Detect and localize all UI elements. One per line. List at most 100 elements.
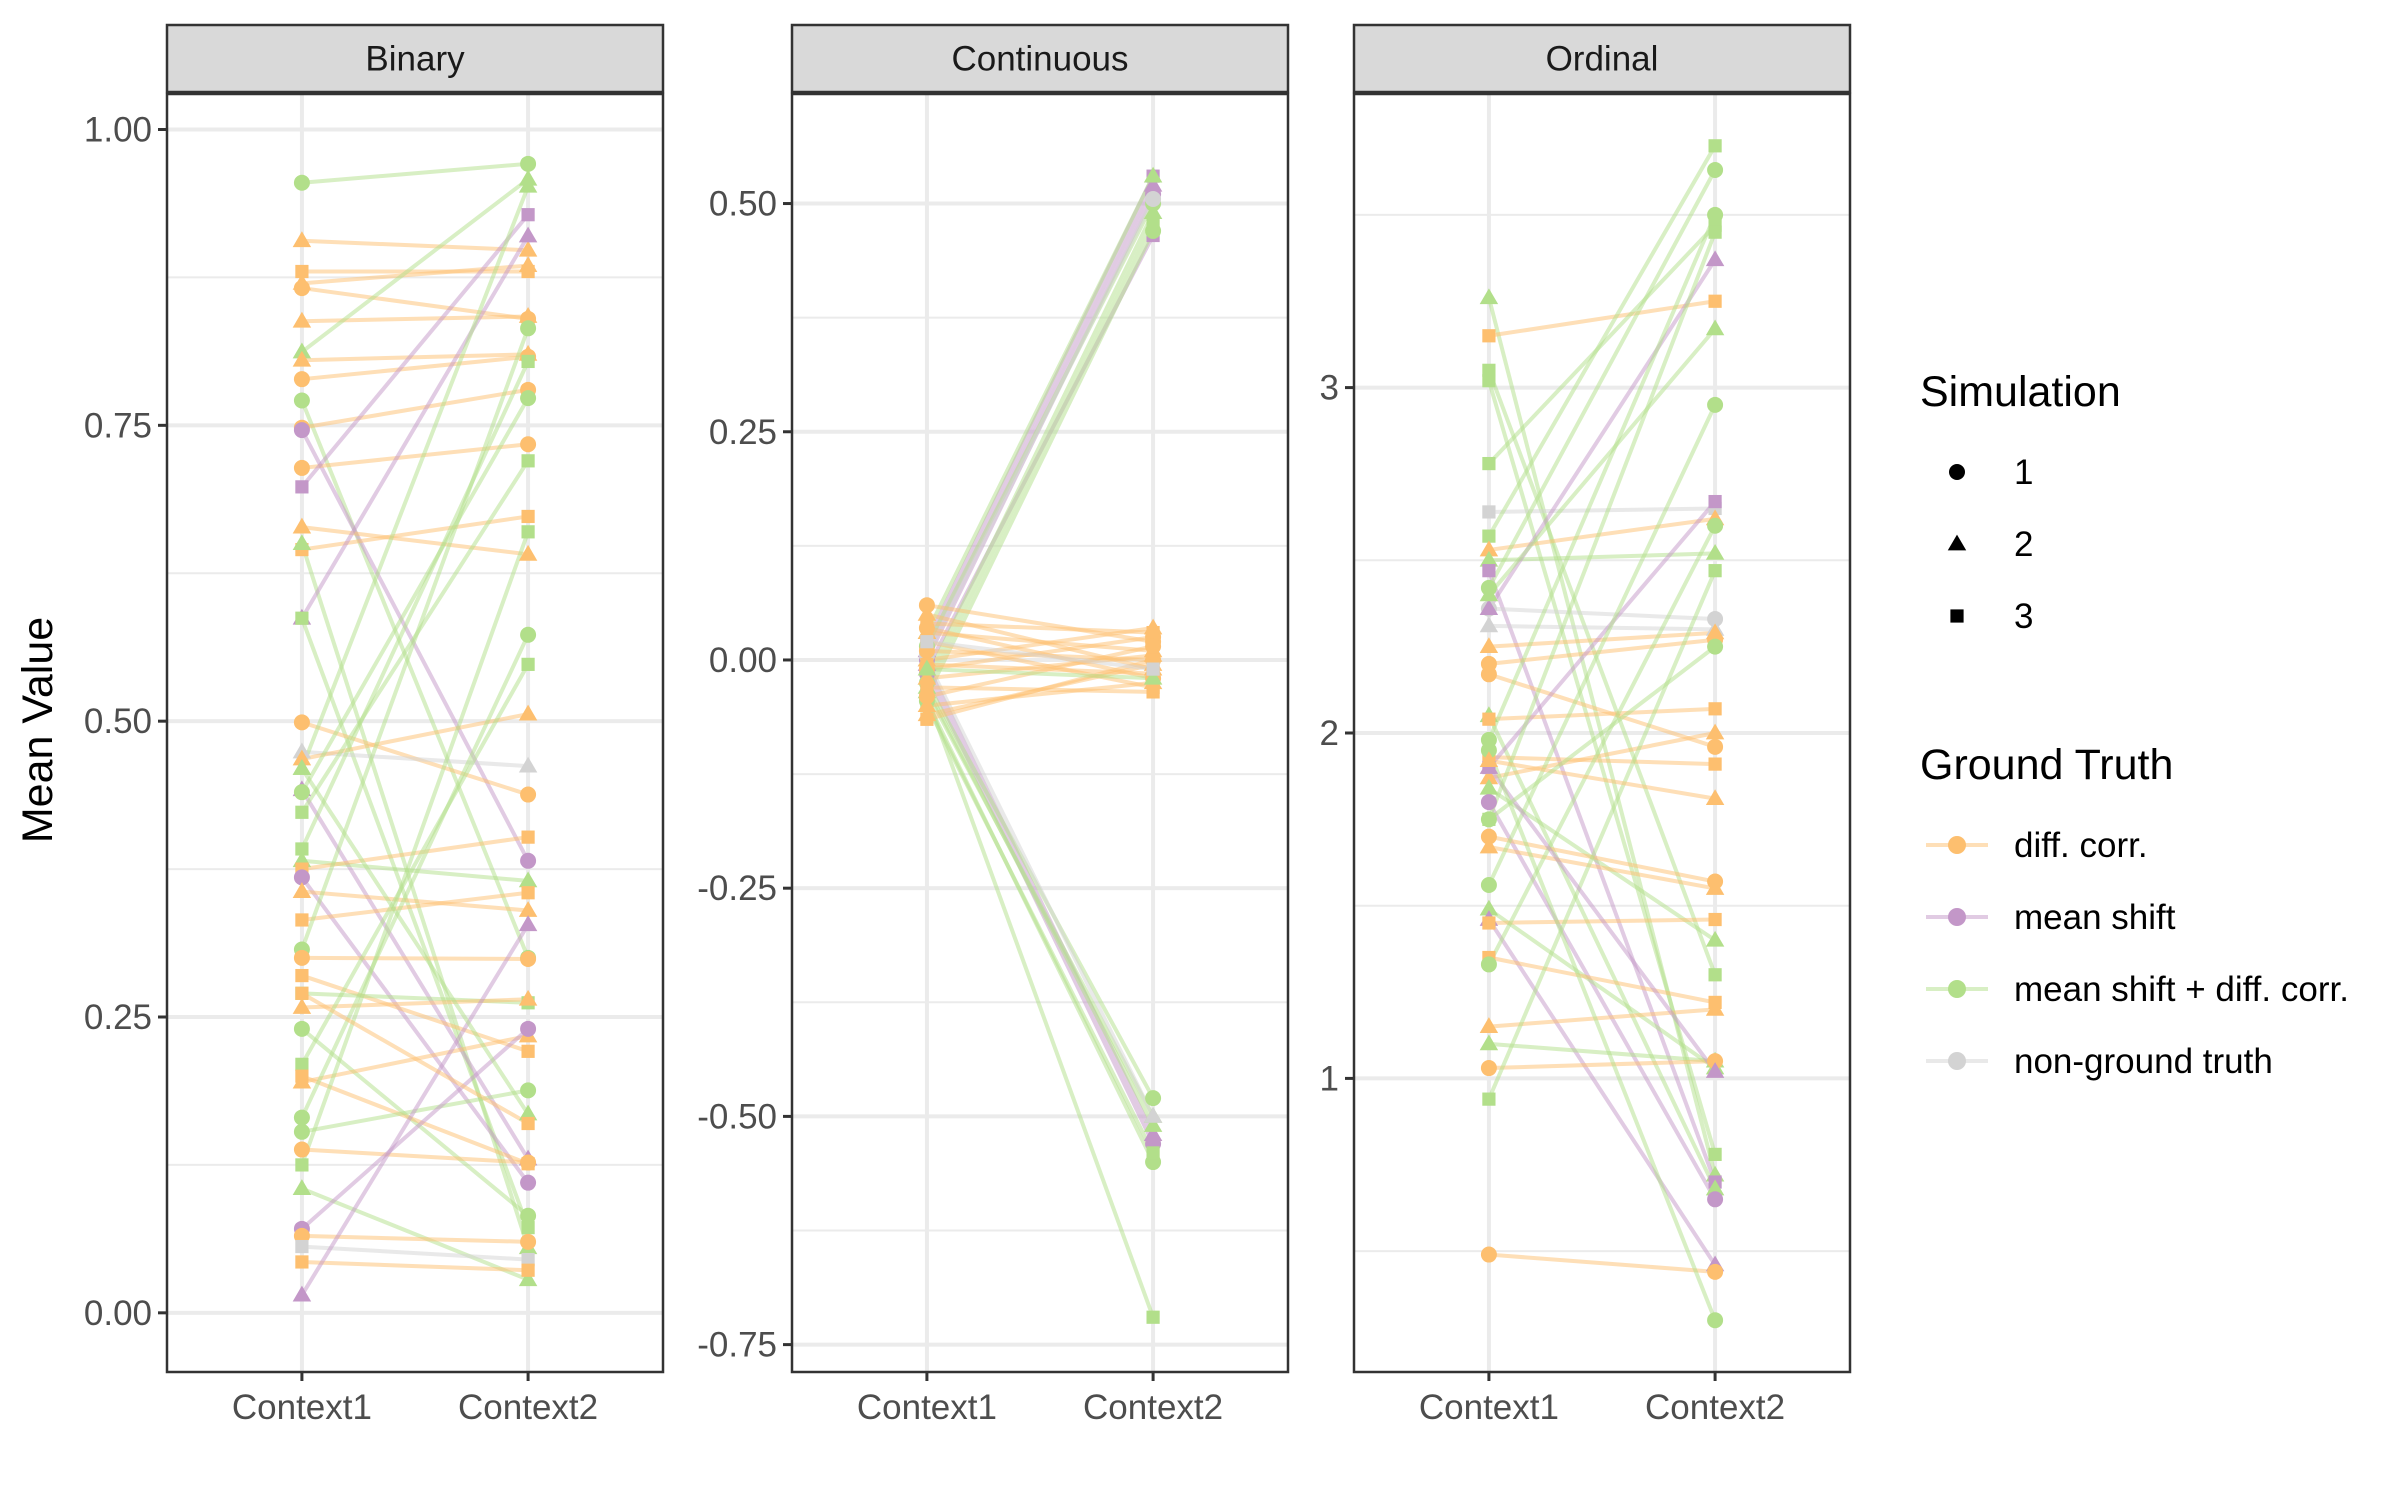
data-point [295,1158,309,1172]
data-point [1479,837,1499,854]
data-point [1708,702,1722,716]
data-point [1480,828,1497,845]
y-tick-label: 0.00 [709,641,777,680]
panel-ordinal: Ordinal 1 2 3 Context1 Context2 [1320,23,1852,1427]
data-point [518,1104,538,1121]
data-point [520,1233,537,1250]
series-line [1487,714,1717,1190]
legend-item-dc: diff. corr. [1926,826,2148,865]
data-point [917,604,937,621]
circle-icon [1948,980,1966,998]
data-point [520,1174,537,1191]
series-line [1488,845,1716,891]
series-line [301,352,529,363]
data-point [1705,543,1725,560]
data-point [520,436,537,453]
data-point [1145,1090,1162,1107]
series-line [300,663,530,1066]
data-point [518,704,538,721]
data-point [1707,1191,1724,1208]
data-point [1480,794,1497,811]
series-line [1487,569,1717,1183]
series-line [300,185,530,770]
circle-icon [1948,836,1966,854]
series-line [301,161,529,185]
series-line [300,429,530,862]
data-point [292,998,312,1014]
series-line [926,639,1154,672]
data-point [518,544,538,561]
data-point [292,231,312,248]
series-points [1479,139,1725,1329]
data-point [518,756,538,773]
data-point [1707,738,1724,755]
series-line [301,525,529,557]
panels: Binary 0.00 0.25 0.50 0.75 1.00 Context1 Contex… [84,23,1852,1427]
legend-label: mean shift [2014,898,2176,937]
series-line [926,680,1154,708]
series-line [1487,327,1717,597]
data-point [1479,899,1499,916]
series-line [1487,169,1717,589]
data-point [1708,968,1722,982]
data-point [1708,564,1722,578]
series-line [1488,1007,1716,1029]
data-point [1480,876,1497,893]
series-line [300,360,530,850]
series-line [1488,606,1716,622]
data-point [1479,751,1499,768]
data-point [295,611,309,625]
data-point [1479,616,1499,633]
data-point [1479,550,1499,567]
data-point [1705,879,1725,895]
data-point [1480,956,1497,973]
x-tick-label: Context2 [1083,1388,1223,1427]
data-point [520,852,537,869]
series-line [926,621,1154,635]
legend-item-ms: mean shift [1926,898,2176,937]
data-point [518,226,538,243]
data-point [1143,1116,1163,1132]
data-point [521,208,535,222]
data-point [520,626,537,643]
series-line [301,263,529,286]
data-point [1705,250,1725,267]
data-point [1480,742,1497,759]
data-point [293,949,310,966]
data-point [295,264,309,279]
data-point [293,869,310,886]
series-line [926,662,1154,717]
data-point [521,1252,535,1267]
data-point [1143,1106,1163,1123]
series-line [301,1186,529,1282]
data-point [1482,1092,1496,1106]
data-point [1479,585,1499,602]
data-point [1705,789,1725,806]
data-point [1145,190,1162,207]
data-point [295,986,309,1000]
data-point [295,842,309,856]
data-point [1482,374,1496,388]
data-point [1707,206,1724,223]
data-point [295,480,309,494]
data-point [1146,1146,1160,1160]
data-point [293,1123,310,1140]
y-tick-label: 0.00 [84,1294,152,1333]
legend-item-simulation-1: 1 [1949,453,2033,492]
data-point [295,805,309,819]
series-line [300,876,530,1184]
data-point [521,1044,535,1058]
data-point [1707,638,1724,655]
panel-continuous: Continuous -0.75 -0.50 -0.25 0.00 0.25 0.50 Con… [697,23,1290,1427]
series-line [301,1244,529,1262]
facet-strip-label: Ordinal [1546,40,1659,79]
data-point [520,951,537,968]
data-point [520,1020,537,1037]
circle-icon [1949,464,1965,480]
data-point [1145,222,1162,239]
data-point [1708,294,1722,308]
data-point [1705,999,1725,1016]
legend-label: mean shift + diff. corr. [2014,970,2349,1009]
series-points [292,155,538,1302]
x-tick-label: Context2 [458,1388,598,1427]
